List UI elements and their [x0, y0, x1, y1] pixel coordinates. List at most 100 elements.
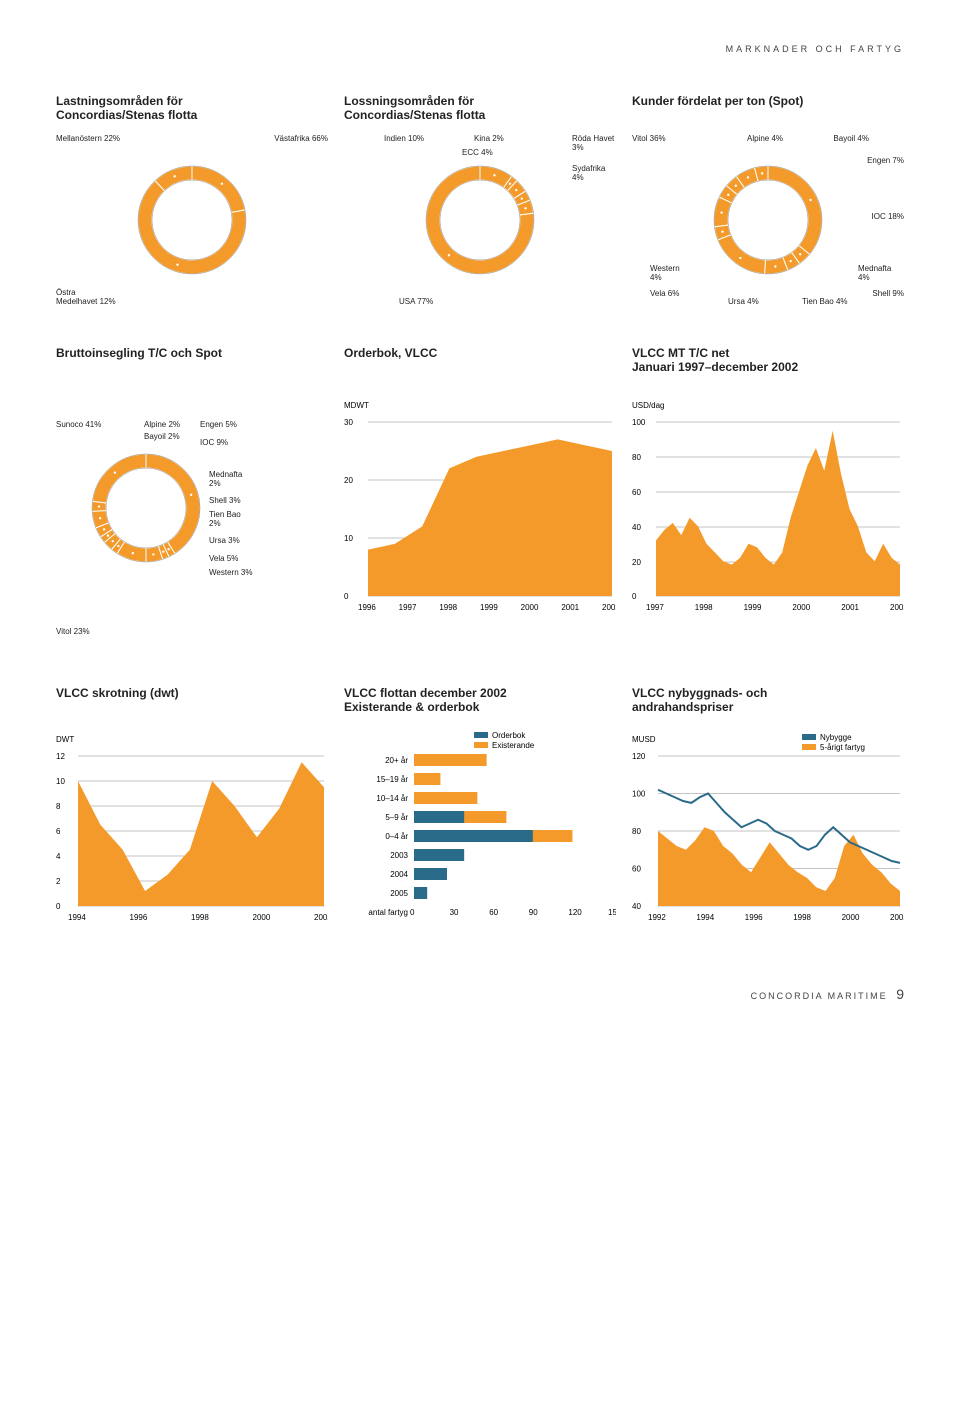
brutto-ioc: IOC 9%	[200, 438, 228, 447]
brutto-mednafta: Mednafta 2%	[209, 470, 253, 488]
svg-text:2004: 2004	[390, 870, 408, 879]
svg-text:2000: 2000	[792, 603, 810, 612]
lastning-title: Lastningsområden förConcordias/Stenas fl…	[56, 94, 328, 126]
svg-text:100: 100	[632, 418, 646, 427]
orderbok-chart: MDWT30201001996199719981999200020012002	[344, 386, 616, 616]
row-2: Bruttoinsegling T/C och Spot Sunoco 41% …	[56, 346, 904, 646]
brutto-bayoil: Bayoil 2%	[144, 432, 180, 441]
svg-text:2: 2	[56, 877, 61, 886]
kunder-bayoil: Bayoil 4%	[833, 134, 869, 143]
svg-text:100: 100	[632, 790, 646, 799]
lossning-indien: Indien 10%	[384, 134, 424, 143]
priser-title: VLCC nybyggnads- ochandrahandspriser	[632, 686, 904, 718]
svg-text:1994: 1994	[68, 913, 86, 922]
donut-lossning: Indien 10% Kina 2% ECC 4% Röda Havet 3% …	[344, 134, 616, 306]
svg-text:60: 60	[632, 865, 641, 874]
lossning-roda: Röda Havet 3%	[572, 134, 616, 152]
svg-text:40: 40	[632, 523, 641, 532]
kunder-alpine: Alpine 4%	[747, 134, 783, 143]
kunder-ioc: IOC 18%	[872, 212, 904, 221]
svg-text:1992: 1992	[648, 913, 666, 922]
svg-text:120: 120	[568, 908, 582, 917]
svg-text:30: 30	[344, 418, 353, 427]
priser-chart: MUSDNybygge5-årigt fartyg120100806040199…	[632, 726, 904, 926]
svg-text:1996: 1996	[358, 603, 376, 612]
footer-page: 9	[896, 986, 904, 1002]
svg-text:Nybygge: Nybygge	[820, 733, 852, 742]
kunder-shell: Shell 9%	[872, 289, 904, 298]
page-header: MARKNADER OCH FARTYG	[56, 44, 904, 54]
svg-text:15–19 år: 15–19 år	[376, 775, 408, 784]
svg-text:antal fartyg: antal fartyg	[368, 908, 408, 917]
svg-text:2001: 2001	[841, 603, 859, 612]
brutto-vela: Vela 5%	[209, 554, 238, 563]
page-footer: CONCORDIA MARITIME 9	[56, 986, 904, 1002]
svg-text:5-årigt fartyg: 5-årigt fartyg	[820, 743, 865, 752]
orderbok-title: Orderbok, VLCC	[344, 346, 616, 378]
svg-text:USD/dag: USD/dag	[632, 401, 664, 410]
brutto-sunoco: Sunoco 41%	[56, 420, 101, 429]
brutto-alpine: Alpine 2%	[144, 420, 180, 429]
kunder-mednafta: Mednafta 4%	[858, 264, 904, 282]
svg-text:12: 12	[56, 752, 65, 761]
row-3: VLCC skrotning (dwt) DWT1210864201994199…	[56, 686, 904, 926]
flottan-chart: OrderbokExisterande 20+ år 15–19 år 10–14 å…	[344, 726, 616, 926]
kunder-engen: Engen 7%	[867, 156, 904, 165]
kunder-vela: Vela 6%	[650, 289, 679, 298]
svg-text:60: 60	[489, 908, 498, 917]
svg-text:2005: 2005	[390, 889, 408, 898]
lossning-usa: USA 77%	[399, 297, 433, 306]
svg-text:Existerande: Existerande	[492, 741, 535, 750]
brutto-western: Western 3%	[209, 568, 252, 577]
svg-text:0: 0	[56, 902, 61, 911]
svg-text:2001: 2001	[561, 603, 579, 612]
svg-text:0: 0	[632, 592, 637, 601]
svg-text:0: 0	[344, 592, 349, 601]
svg-text:MUSD: MUSD	[632, 735, 656, 744]
lastning-ostra: Östra Medelhavet 12%	[56, 288, 116, 306]
svg-text:DWT: DWT	[56, 735, 74, 744]
svg-text:1998: 1998	[439, 603, 457, 612]
brutto-ursa: Ursa 3%	[209, 536, 240, 545]
svg-text:2002: 2002	[890, 913, 904, 922]
svg-text:20: 20	[632, 558, 641, 567]
svg-text:1996: 1996	[130, 913, 148, 922]
kunder-tienbao: Tien Bao 4%	[802, 297, 848, 306]
svg-text:2002: 2002	[890, 603, 904, 612]
svg-text:80: 80	[632, 827, 641, 836]
lossning-sydafrika: Sydafrika 4%	[572, 164, 616, 182]
footer-text: CONCORDIA MARITIME	[751, 991, 888, 1001]
skrotning-title: VLCC skrotning (dwt)	[56, 686, 328, 718]
svg-text:5–9 år: 5–9 år	[385, 813, 408, 822]
svg-text:20: 20	[344, 476, 353, 485]
svg-text:MDWT: MDWT	[344, 401, 369, 410]
lossning-title: Lossningsområden förConcordias/Stenas fl…	[344, 94, 616, 126]
brutto-shell: Shell 3%	[209, 496, 241, 505]
donut-brutto: Sunoco 41% Alpine 2% Bayoil 2% Engen 5% …	[56, 386, 328, 646]
svg-text:120: 120	[632, 752, 646, 761]
svg-text:0: 0	[410, 908, 415, 917]
donut-lastning: Mellanöstern 22% Västafrika 66% Östra Me…	[56, 134, 328, 306]
svg-text:Orderbok: Orderbok	[492, 731, 526, 740]
lossning-kina: Kina 2%	[474, 134, 504, 143]
brutto-tienbao: Tien Bao 2%	[209, 510, 253, 528]
svg-text:10: 10	[344, 534, 353, 543]
kunder-western: Western 4%	[650, 264, 690, 282]
svg-text:20+ år: 20+ år	[385, 756, 408, 765]
skrotning-chart: DWT12108642019941996199820002002	[56, 726, 328, 926]
svg-text:2000: 2000	[253, 913, 271, 922]
kunder-ursa: Ursa 4%	[728, 297, 759, 306]
svg-text:1994: 1994	[696, 913, 714, 922]
svg-text:1999: 1999	[480, 603, 498, 612]
svg-text:10–14 år: 10–14 år	[376, 794, 408, 803]
tcnet-chart: USD/dag100806040200199719981999200020012…	[632, 386, 904, 616]
lastning-mellanostern: Mellanöstern 22%	[56, 134, 120, 143]
flottan-title: VLCC flottan december 2002Existerande & …	[344, 686, 616, 718]
svg-text:2002: 2002	[602, 603, 616, 612]
brutto-vitol: Vitol 23%	[56, 627, 90, 636]
lossning-ecc: ECC 4%	[462, 148, 493, 157]
svg-text:8: 8	[56, 802, 61, 811]
kunder-title: Kunder fördelat per ton (Spot)	[632, 94, 904, 126]
tcnet-title: VLCC MT T/C netJanuari 1997–december 200…	[632, 346, 904, 378]
svg-text:1998: 1998	[695, 603, 713, 612]
